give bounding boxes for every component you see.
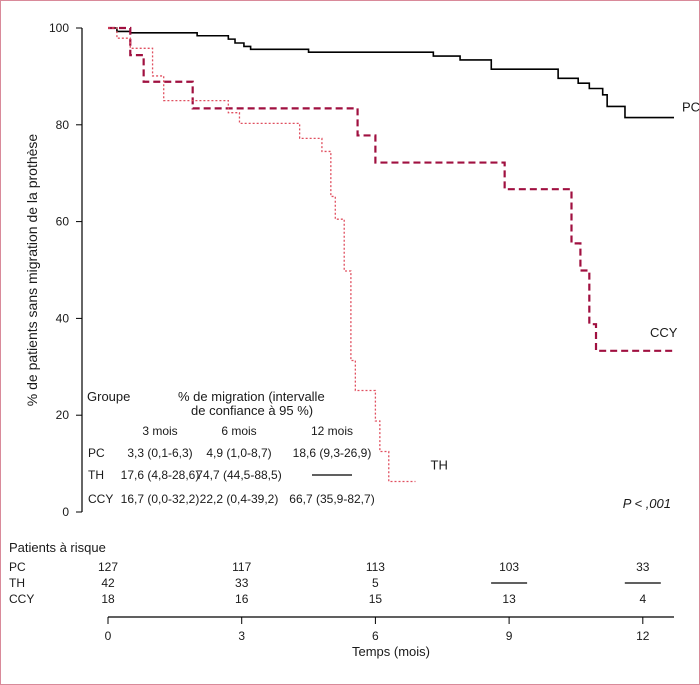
at-risk-group: CCY <box>9 592 34 606</box>
at-risk-count: 117 <box>232 560 251 574</box>
at-risk-group: PC <box>9 560 26 574</box>
y-tick-group: 0 20 40 60 80 100 <box>49 21 82 519</box>
inset-row-group: CCY <box>88 492 113 506</box>
inset-cell: 17,6 (4,8-28,6) <box>121 468 200 482</box>
y-tick-label: 0 <box>62 505 69 519</box>
p-value: P < ,001 <box>623 496 671 511</box>
at-risk-count: 4 <box>639 592 646 606</box>
at-risk-count: 5 <box>372 576 379 590</box>
inset-column-header: 3 mois <box>142 424 177 438</box>
y-tick-label: 40 <box>56 311 70 325</box>
series-label-ccy: CCY <box>650 325 678 340</box>
at-risk-count: 16 <box>235 592 249 606</box>
inset-cell: 4,9 (1,0-8,7) <box>206 446 271 460</box>
inset-cell: 22,2 (0,4-39,2) <box>200 492 279 506</box>
at-risk-count: 33 <box>636 560 650 574</box>
x-tick-group: 0 3 6 9 12 <box>105 617 650 643</box>
inset-title-line1: % de migration (intervalle <box>178 389 325 404</box>
curve-pc <box>108 27 674 119</box>
inset-column-header: 6 mois <box>221 424 256 438</box>
series-label-th: TH <box>431 458 448 473</box>
inset-table: 3 mois 6 mois 12 mois PC 3,3 (0,1-6,3) 4,9 (1… <box>88 424 375 506</box>
curve-group: PC CCY TH <box>108 26 700 483</box>
inset-title-line2: de confiance à 95 %) <box>191 403 313 418</box>
inset-cell: 3,3 (0,1-6,3) <box>127 446 192 460</box>
series-label-pc: PC <box>682 100 700 115</box>
y-tick-label: 60 <box>56 215 70 229</box>
at-risk-group: TH <box>9 576 25 590</box>
inset-row-group: TH <box>88 468 104 482</box>
inset-column-header: 12 mois <box>311 424 353 438</box>
inset-row-group: PC <box>88 446 105 460</box>
at-risk-table: PC 127 117 113 103 33 TH 42 33 5 CCY 18 16 15 13 4 <box>9 560 661 606</box>
inset-cell: 74,7 (44,5-88,5) <box>196 468 281 482</box>
x-tick-label: 12 <box>636 629 650 643</box>
y-tick-label: 20 <box>56 408 70 422</box>
at-risk-count: 15 <box>369 592 383 606</box>
x-tick-label: 6 <box>372 629 379 643</box>
at-risk-title: Patients à risque <box>9 540 106 555</box>
at-risk-count: 113 <box>366 560 385 574</box>
y-tick-label: 100 <box>49 21 69 35</box>
at-risk-count: 127 <box>98 560 118 574</box>
y-tick-label: 80 <box>56 118 70 132</box>
curve-ccy <box>108 26 674 352</box>
x-tick-label: 9 <box>506 629 513 643</box>
inset-cell: 18,6 (9,3-26,9) <box>293 446 372 460</box>
inset-cell: 66,7 (35,9-82,7) <box>289 492 374 506</box>
y-axis-label: % de patients sans migration de la proth… <box>24 134 40 407</box>
at-risk-count: 33 <box>235 576 249 590</box>
inset-group-header: Groupe <box>87 389 130 404</box>
at-risk-count: 42 <box>101 576 115 590</box>
x-tick-label: 3 <box>238 629 245 643</box>
at-risk-count: 13 <box>502 592 516 606</box>
x-tick-label: 0 <box>105 629 112 643</box>
inset-cell: 16,7 (0,0-32,2) <box>121 492 200 506</box>
at-risk-count: 18 <box>101 592 115 606</box>
x-axis-label: Temps (mois) <box>352 644 430 659</box>
curve-th <box>108 27 416 483</box>
at-risk-count: 103 <box>499 560 519 574</box>
